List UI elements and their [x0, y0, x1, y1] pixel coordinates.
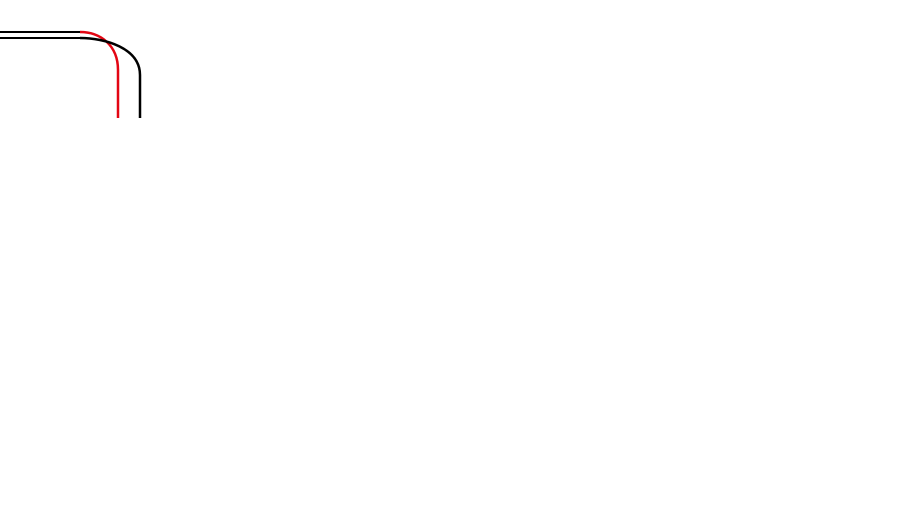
gnd-wire	[80, 38, 140, 118]
vcc-wire	[80, 32, 118, 118]
